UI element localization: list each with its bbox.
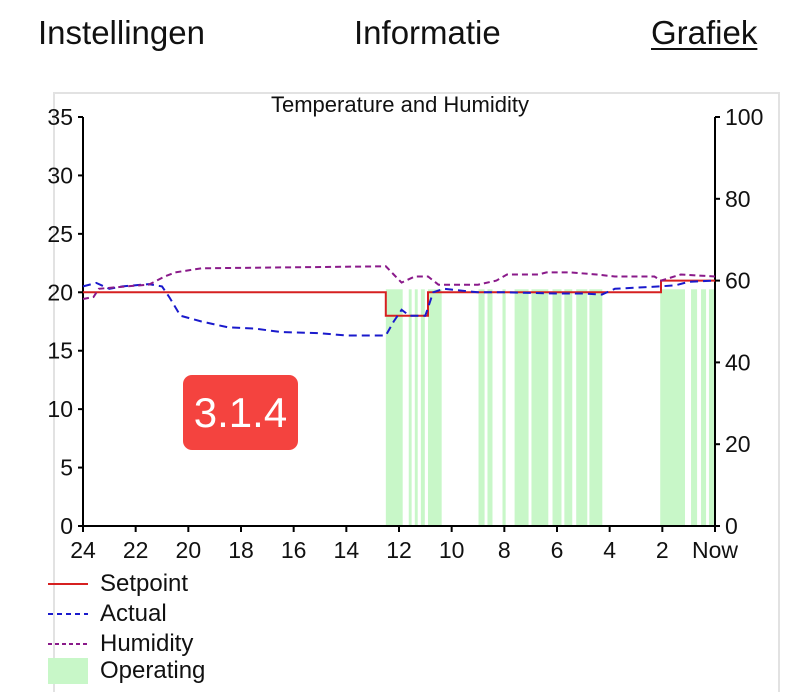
operating-span: [385, 289, 403, 526]
x-tick-label: 18: [228, 537, 254, 563]
left-y-tick-label: 25: [47, 221, 73, 247]
x-tick-label: 8: [498, 537, 511, 563]
legend-setpoint: Setpoint: [48, 570, 188, 598]
operating-span: [427, 289, 442, 526]
x-tick-label: 24: [70, 537, 96, 563]
right-y-tick-label: 20: [725, 431, 751, 457]
right-y-tick-label: 80: [725, 186, 751, 212]
operating-span: [514, 289, 529, 526]
x-tick-label: 4: [603, 537, 616, 563]
operating-span: [701, 289, 707, 526]
left-y-tick-label: 10: [47, 396, 73, 422]
right-y-tick-label: 40: [725, 349, 751, 375]
version-badge: 3.1.4: [183, 375, 298, 450]
tab-grafiek[interactable]: Grafiek: [651, 14, 758, 51]
chart-card: [53, 92, 780, 692]
legend-setpoint-label: Setpoint: [100, 570, 189, 597]
legend-actual-swatch: [48, 613, 88, 615]
operating-span: [552, 289, 562, 526]
legend-operating-swatch: [48, 658, 88, 684]
operating-span: [478, 289, 485, 526]
series-line-humidity: [82, 265, 716, 300]
legend-operating-label: Operating: [100, 657, 206, 684]
tab-instellingen[interactable]: Instellingen: [38, 14, 205, 51]
x-tick-label: 12: [386, 537, 412, 563]
left-y-tick-label: 5: [60, 455, 73, 481]
legend-actual: Actual: [48, 600, 167, 628]
legend-operating: Operating: [48, 657, 205, 685]
operating-span: [691, 289, 698, 526]
legend-humidity-swatch: [48, 643, 88, 645]
left-y-tick-label: 20: [47, 279, 73, 305]
left-y-tick-label: 35: [47, 104, 73, 130]
chart-title: Temperature and Humidity: [271, 92, 529, 117]
operating-span: [589, 289, 603, 526]
x-tick-label: Now: [692, 537, 738, 563]
operating-span: [660, 289, 685, 526]
operating-span: [708, 289, 714, 526]
x-tick-label: 20: [176, 537, 202, 563]
right-y-tick-label: 0: [725, 513, 738, 539]
x-tick-label: 22: [123, 537, 149, 563]
operating-span: [420, 289, 425, 526]
operating-span: [531, 289, 549, 526]
operating-span: [408, 289, 412, 526]
legend-actual-label: Actual: [100, 600, 167, 627]
legend-humidity: Humidity: [48, 630, 193, 658]
x-tick-label: 2: [656, 537, 669, 563]
series-line-actual: [82, 279, 716, 337]
right-y-tick-label: 100: [725, 104, 763, 130]
left-y-tick-label: 30: [47, 162, 73, 188]
operating-span: [487, 289, 493, 526]
legend-setpoint-swatch: [48, 583, 88, 585]
operating-span: [414, 289, 418, 526]
x-tick-label: 16: [281, 537, 307, 563]
left-y-tick-label: 0: [60, 513, 73, 539]
right-y-tick-label: 60: [725, 268, 751, 294]
x-tick-label: 10: [439, 537, 465, 563]
operating-span: [576, 289, 588, 526]
x-tick-label: 14: [334, 537, 360, 563]
series-line-setpoint: [83, 279, 715, 317]
legend-humidity-label: Humidity: [100, 630, 194, 657]
left-y-tick-label: 15: [47, 338, 73, 364]
operating-span: [564, 289, 573, 526]
x-tick-label: 6: [551, 537, 564, 563]
operating-span: [502, 289, 506, 526]
tab-informatie[interactable]: Informatie: [354, 14, 501, 51]
